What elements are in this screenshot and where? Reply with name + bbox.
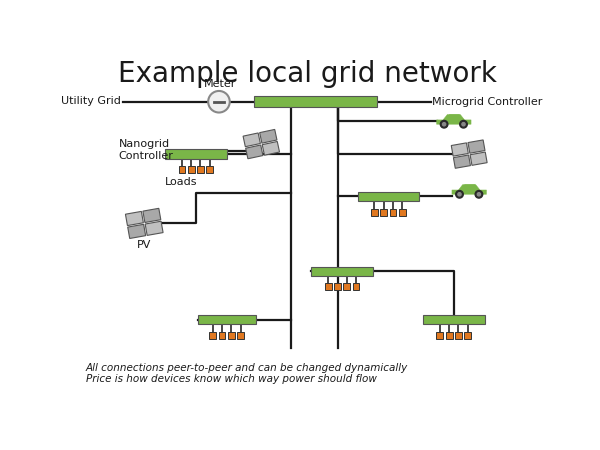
Text: Utility Grid: Utility Grid xyxy=(61,96,121,106)
Circle shape xyxy=(458,193,461,196)
Bar xyxy=(245,145,263,159)
Text: Meter: Meter xyxy=(205,79,236,89)
Bar xyxy=(125,212,143,225)
Bar xyxy=(206,166,213,173)
Bar xyxy=(389,209,397,216)
Polygon shape xyxy=(445,114,463,120)
Bar xyxy=(325,284,332,290)
Bar xyxy=(380,209,387,216)
Bar xyxy=(353,284,359,290)
Bar xyxy=(423,315,485,324)
Bar xyxy=(455,332,462,339)
Text: Price is how devices know which way power should flow: Price is how devices know which way powe… xyxy=(86,374,377,384)
Bar xyxy=(165,149,227,159)
Bar xyxy=(468,140,485,153)
Bar xyxy=(228,332,235,339)
Polygon shape xyxy=(437,114,471,124)
Bar xyxy=(237,332,244,339)
Text: Example local grid network: Example local grid network xyxy=(118,60,497,88)
Bar xyxy=(358,192,419,201)
Bar xyxy=(209,332,216,339)
Circle shape xyxy=(462,122,465,126)
Circle shape xyxy=(440,121,448,128)
Bar xyxy=(446,332,452,339)
Bar xyxy=(128,224,146,238)
Bar xyxy=(454,155,470,168)
Bar xyxy=(188,166,194,173)
Bar xyxy=(371,209,378,216)
Circle shape xyxy=(475,190,482,198)
Text: Microgrid Controller: Microgrid Controller xyxy=(432,97,542,107)
Circle shape xyxy=(477,193,481,196)
Bar xyxy=(334,284,341,290)
Bar xyxy=(311,266,373,276)
Bar xyxy=(145,221,163,235)
Text: Nanogrid
Controller: Nanogrid Controller xyxy=(119,140,174,161)
Circle shape xyxy=(456,190,463,198)
Polygon shape xyxy=(461,184,478,190)
Bar xyxy=(343,284,350,290)
Bar xyxy=(451,143,469,156)
Circle shape xyxy=(208,91,230,112)
Bar xyxy=(260,130,277,143)
Bar xyxy=(464,332,471,339)
Text: PV: PV xyxy=(137,240,151,250)
Bar xyxy=(262,141,280,155)
Bar xyxy=(254,96,377,107)
Circle shape xyxy=(460,121,467,128)
Bar xyxy=(243,133,260,147)
Polygon shape xyxy=(452,184,487,194)
Bar xyxy=(198,315,256,324)
Circle shape xyxy=(442,122,446,126)
Bar xyxy=(470,152,487,165)
Bar xyxy=(218,332,226,339)
Text: All connections peer-to-peer and can be changed dynamically: All connections peer-to-peer and can be … xyxy=(86,363,408,373)
Bar xyxy=(436,332,443,339)
Bar xyxy=(399,209,406,216)
Bar xyxy=(179,166,185,173)
Text: Loads: Loads xyxy=(165,177,197,187)
Bar xyxy=(197,166,204,173)
Bar xyxy=(143,208,161,222)
